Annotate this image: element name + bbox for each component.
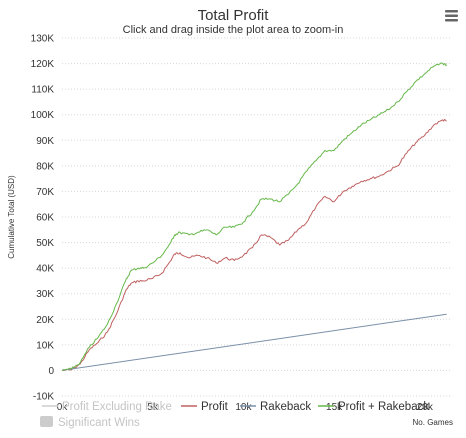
y-tick-label: 120K <box>31 59 55 70</box>
legend-item-profit-plus-rakeback[interactable]: Profit + Rakeback <box>318 401 429 413</box>
y-tick-label: 90K <box>36 136 54 147</box>
y-axis-title: Cumulative Total (USD) <box>7 175 16 259</box>
legend-item-rakeback[interactable]: Rakeback <box>240 401 311 413</box>
y-tick-label: 100K <box>31 110 55 121</box>
x-tick-label: 20k <box>417 402 434 413</box>
legend-label-profit-plus-rakeback: Profit + Rakeback <box>338 401 429 413</box>
y-tick-label: 80K <box>36 161 54 172</box>
x-tick-label: 10k <box>235 402 252 413</box>
y-tick-label: 40K <box>36 264 54 275</box>
y-tick-label: 70K <box>36 187 54 198</box>
x-axis-title: No. Games <box>413 418 453 427</box>
x-tick-label: 15k <box>326 402 343 413</box>
y-tick-label: 0 <box>48 366 54 377</box>
legend-item-significant-wins[interactable]: Significant Wins <box>40 416 140 429</box>
y-tick-label: 10K <box>36 340 54 351</box>
series-line-profit-rakeback[interactable] <box>61 62 448 371</box>
chart-title: Total Profit <box>198 7 270 24</box>
series-lines <box>61 62 448 371</box>
y-tick-label: 110K <box>31 85 54 96</box>
legend-item-profit[interactable]: Profit <box>181 401 229 413</box>
legend-label-profit-excluding-rake: Profit Excluding Rake <box>62 401 172 413</box>
y-tick-label: 30K <box>36 289 54 300</box>
x-axis-ticks: 0k 5k 10k 15k 20k <box>57 402 434 413</box>
grid-lines <box>62 37 452 397</box>
y-axis-ticks: -10K 0 10K 20K 30K 40K 50K 60K 70K 80K 90K 100K 110K… <box>31 34 55 403</box>
legend-label-profit: Profit <box>201 401 229 413</box>
legend-label-significant-wins: Significant Wins <box>58 417 140 429</box>
y-tick-label: 130K <box>31 34 55 45</box>
legend-item-profit-excluding-rake[interactable]: Profit Excluding Rake <box>42 401 172 413</box>
menu-icon[interactable] <box>445 10 458 22</box>
y-tick-label: 50K <box>36 238 54 249</box>
series-line-profit[interactable] <box>61 119 447 371</box>
legend-label-rakeback: Rakeback <box>260 401 311 413</box>
series-line-rakeback[interactable] <box>61 313 447 371</box>
chart-subtitle: Click and drag inside the plot area to z… <box>123 24 344 36</box>
y-tick-label: 20K <box>36 315 54 326</box>
legend: Profit Excluding Rake Profit Rakeback Pr… <box>40 401 429 429</box>
y-tick-label: 60K <box>36 213 54 224</box>
y-tick-label: -10K <box>33 392 54 403</box>
x-tick-label: 0k <box>57 402 69 413</box>
x-tick-label: 5k <box>147 402 159 413</box>
